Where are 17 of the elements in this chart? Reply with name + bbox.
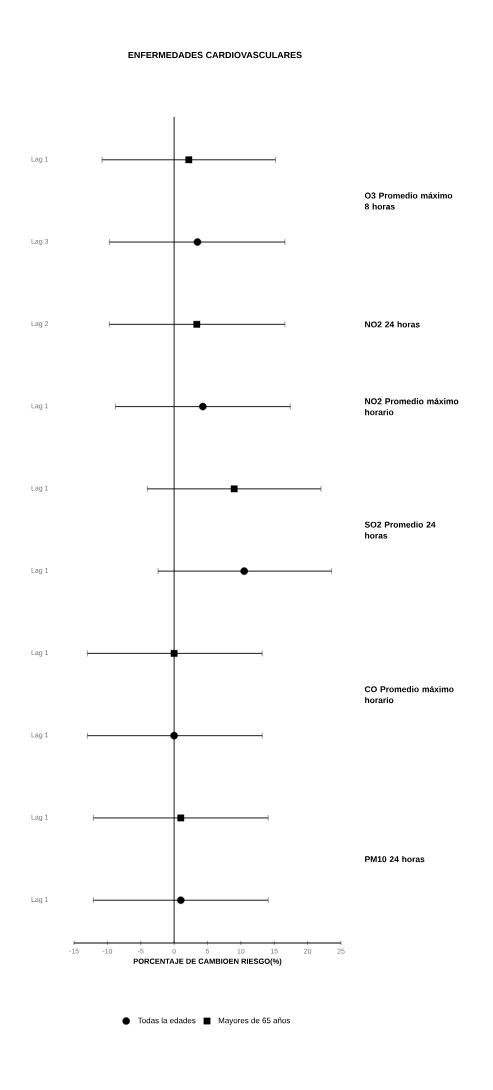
point	[240, 567, 248, 575]
text: NO2 24 horas	[365, 321, 420, 328]
text: SO2 Promedio 24 horas	[364, 521, 436, 539]
point	[199, 402, 207, 411]
text: O3 Promedio máximo 8 horas	[364, 192, 453, 210]
point	[170, 650, 178, 657]
chart-title: ENFERMEDADES CARDIOVASCULARES	[128, 51, 302, 59]
point	[170, 731, 178, 740]
point	[177, 896, 185, 905]
point	[185, 156, 193, 164]
text: NO2 Promedio máximo horario	[365, 397, 459, 416]
point	[193, 238, 202, 246]
point	[177, 814, 185, 822]
point	[230, 485, 238, 493]
text: PM10 24 horas	[365, 855, 425, 863]
text: CO Promedio máximo horario	[364, 685, 454, 704]
point	[193, 320, 201, 328]
